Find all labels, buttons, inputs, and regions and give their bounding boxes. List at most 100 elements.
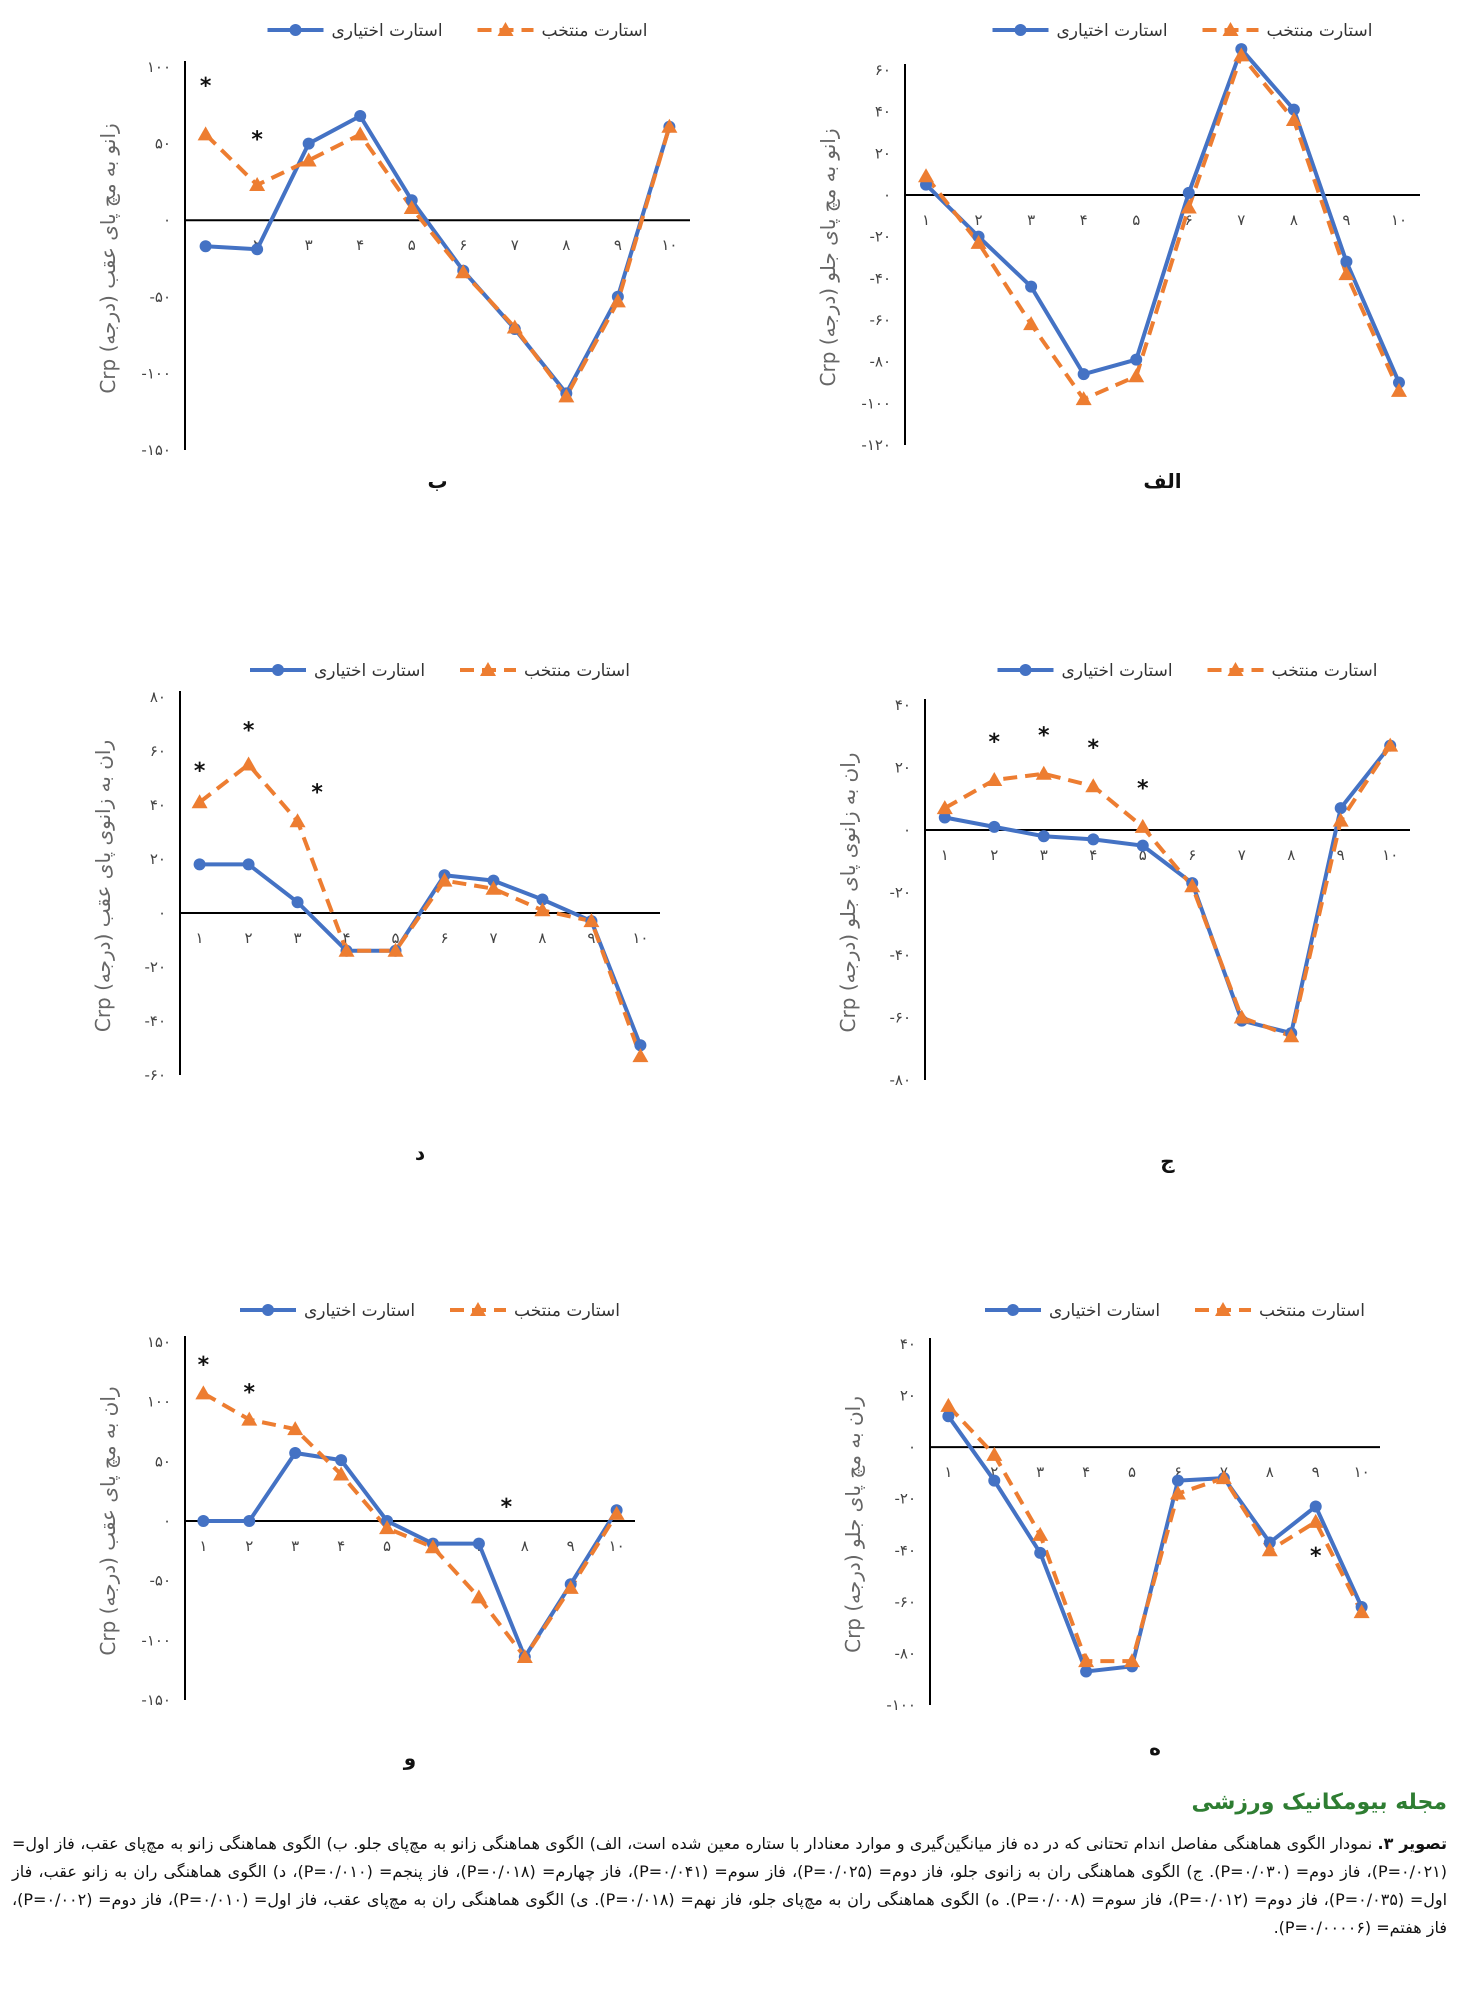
legend-marker-voluntary bbox=[1007, 1304, 1019, 1316]
y-tick-label: -۲۰ bbox=[144, 958, 166, 976]
point-voluntary bbox=[938, 811, 951, 824]
x-tick-label: ۹ bbox=[614, 236, 622, 254]
x-tick-label: ۱۰ bbox=[1354, 1463, 1370, 1481]
y-tick-label: ۲۰ bbox=[895, 759, 911, 777]
legend-marker-selected bbox=[1215, 1302, 1231, 1316]
legend-label-selected: استارت منتخب bbox=[1272, 661, 1378, 681]
x-tick-label: ۵ bbox=[1139, 846, 1147, 864]
significance-star: * bbox=[1088, 736, 1100, 761]
y-tick-label: ۰ bbox=[158, 904, 166, 922]
significance-star: * bbox=[501, 1495, 513, 1520]
point-selected bbox=[470, 1589, 487, 1604]
point-voluntary bbox=[291, 896, 304, 909]
point-selected bbox=[583, 913, 600, 928]
point-selected bbox=[609, 293, 626, 308]
point-selected bbox=[1184, 878, 1201, 893]
panel-letter: الف bbox=[1143, 469, 1181, 493]
point-voluntary bbox=[197, 1515, 210, 1527]
point-voluntary bbox=[335, 1454, 348, 1467]
x-tick-label: ۸ bbox=[1287, 846, 1295, 864]
point-selected bbox=[379, 1520, 396, 1535]
y-axis-label: Crp ران به زانوی پای عقب (درجه) bbox=[91, 740, 116, 1032]
point-selected bbox=[1307, 1513, 1324, 1528]
y-tick-label: ۱۰۰ bbox=[147, 1393, 171, 1411]
point-selected bbox=[1261, 1542, 1278, 1557]
x-tick-label: ۱ bbox=[196, 929, 204, 947]
point-selected bbox=[661, 118, 678, 133]
legend-label-selected: استارت منتخب bbox=[1267, 21, 1373, 41]
series-line-selected bbox=[202, 1391, 619, 1661]
x-tick-label: ۹ bbox=[1312, 1463, 1320, 1481]
point-voluntary bbox=[1171, 1474, 1184, 1487]
y-tick-label: -۵۰ bbox=[149, 288, 171, 306]
y-tick-label: ۴۰ bbox=[900, 1335, 916, 1353]
significance-star: * bbox=[243, 719, 255, 744]
point-selected bbox=[918, 168, 935, 183]
point-selected bbox=[1215, 1470, 1232, 1485]
legend-marker-selected bbox=[497, 22, 514, 36]
point-selected bbox=[195, 1385, 212, 1400]
legend-label-selected: استارت منتخب bbox=[514, 1301, 620, 1321]
y-axis-label: Crp ران به مچ پای جلو (درجه) bbox=[841, 1396, 866, 1653]
point-selected bbox=[1023, 316, 1040, 331]
point-selected bbox=[403, 199, 420, 214]
point-voluntary bbox=[988, 1474, 1001, 1487]
x-tick-label: ۵ bbox=[383, 1537, 391, 1555]
point-voluntary bbox=[1309, 1500, 1322, 1513]
point-selected bbox=[249, 176, 266, 191]
y-tick-label: -۸۰ bbox=[889, 1071, 911, 1089]
x-tick-label: ۳ bbox=[294, 929, 302, 947]
x-tick-label: ۸ bbox=[1266, 1463, 1274, 1481]
point-selected bbox=[608, 1505, 625, 1520]
point-selected bbox=[986, 1446, 1003, 1461]
point-selected bbox=[562, 1579, 579, 1594]
legend-marker-selected bbox=[480, 662, 496, 676]
x-tick-label: ۱۰ bbox=[632, 929, 648, 947]
y-tick-label: ۱۰۰ bbox=[147, 58, 171, 76]
significance-star: * bbox=[251, 128, 263, 153]
y-tick-label: -۴۰ bbox=[869, 269, 891, 287]
y-tick-label: ۲۰ bbox=[875, 144, 891, 162]
y-tick-label: -۶۰ bbox=[889, 1009, 911, 1027]
point-selected bbox=[1078, 1653, 1095, 1668]
point-selected bbox=[241, 1411, 258, 1426]
legend-marker-voluntary bbox=[289, 24, 302, 36]
y-tick-label: ۰ bbox=[163, 1512, 171, 1530]
y-tick-label: -۱۵۰ bbox=[141, 1691, 171, 1709]
point-voluntary bbox=[199, 240, 212, 253]
x-tick-label: ۷ bbox=[511, 236, 519, 254]
y-tick-label: ۶۰ bbox=[150, 742, 166, 760]
y-tick-label: -۱۵۰ bbox=[141, 441, 171, 459]
point-voluntary bbox=[302, 137, 315, 150]
panel-letter: ب bbox=[427, 469, 447, 493]
x-tick-label: ۵ bbox=[391, 929, 399, 947]
point-selected bbox=[516, 1649, 533, 1664]
x-tick-label: ۵ bbox=[1132, 211, 1140, 229]
point-voluntary bbox=[193, 858, 206, 871]
x-tick-label: ۲ bbox=[245, 929, 253, 947]
x-tick-label: ۲ bbox=[975, 211, 983, 229]
significance-star: * bbox=[200, 74, 212, 99]
series-line-voluntary bbox=[944, 744, 1392, 1036]
y-axis-label: Crp زانو به مچ پای عقب (درجه) bbox=[96, 123, 121, 393]
point-selected bbox=[1032, 1526, 1049, 1541]
y-tick-label: -۶۰ bbox=[894, 1593, 916, 1611]
x-tick-label: ۹ bbox=[587, 929, 595, 947]
y-tick-label: ۴۰ bbox=[875, 103, 891, 121]
x-tick-label: ۷ bbox=[489, 929, 497, 947]
point-voluntary bbox=[942, 1410, 955, 1423]
point-selected bbox=[1180, 199, 1197, 214]
point-selected bbox=[455, 264, 472, 279]
x-tick-label: ۳ bbox=[291, 1537, 299, 1555]
point-selected bbox=[506, 319, 523, 334]
x-tick-label: ۱ bbox=[944, 1463, 952, 1481]
point-selected bbox=[1285, 112, 1302, 126]
x-tick-label: ۳ bbox=[305, 236, 313, 254]
point-selected bbox=[1382, 737, 1399, 752]
x-tick-label: ۱۰ bbox=[1382, 846, 1398, 864]
point-selected bbox=[970, 234, 987, 249]
y-tick-label: ۴۰ bbox=[150, 796, 166, 814]
y-axis-label: Crp زانو به مچ پای جلو (درجه) bbox=[816, 129, 841, 387]
x-tick-label: ۴ bbox=[1080, 211, 1088, 229]
series-line-voluntary bbox=[205, 113, 672, 397]
